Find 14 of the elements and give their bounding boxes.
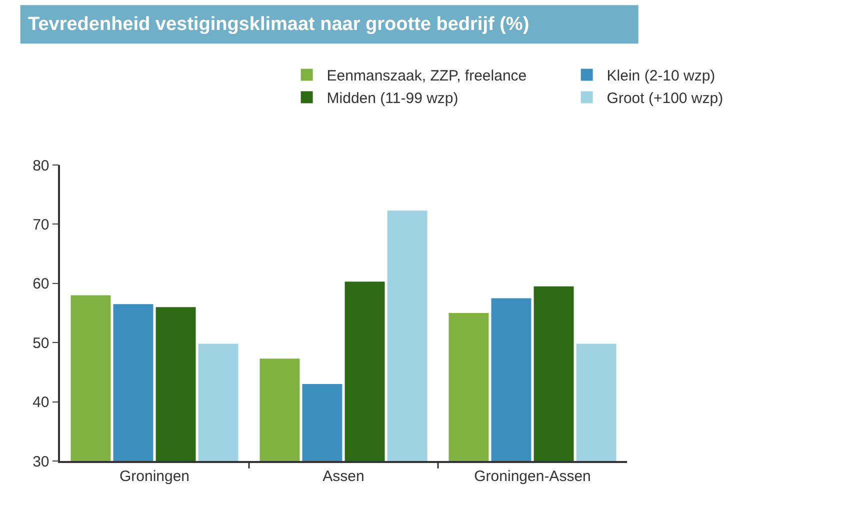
legend-label: Midden (11-99 wzp) xyxy=(326,90,458,108)
x-tick-label: Groningen-Assen xyxy=(474,468,591,485)
legend-label: Groot (+100 wzp) xyxy=(606,90,724,108)
y-tick-label: 30 xyxy=(32,453,50,470)
y-tick-label: 60 xyxy=(32,276,50,293)
x-tick-label: Assen xyxy=(322,468,364,485)
y-tick-label: 70 xyxy=(32,216,50,234)
y-tick-label: 80 xyxy=(32,157,50,174)
x-tick-label: Groningen xyxy=(119,468,190,485)
y-tick-label: 50 xyxy=(32,334,50,352)
chart-title: Tevredenheid vestigingsklimaat naar grootte bedrijf (%) xyxy=(28,14,530,35)
legend-label: Klein (2-10 wzp) xyxy=(606,68,716,85)
legend-label: Eenmanszaak, ZZP, freelance xyxy=(326,68,527,85)
y-tick-label: 40 xyxy=(32,394,50,412)
